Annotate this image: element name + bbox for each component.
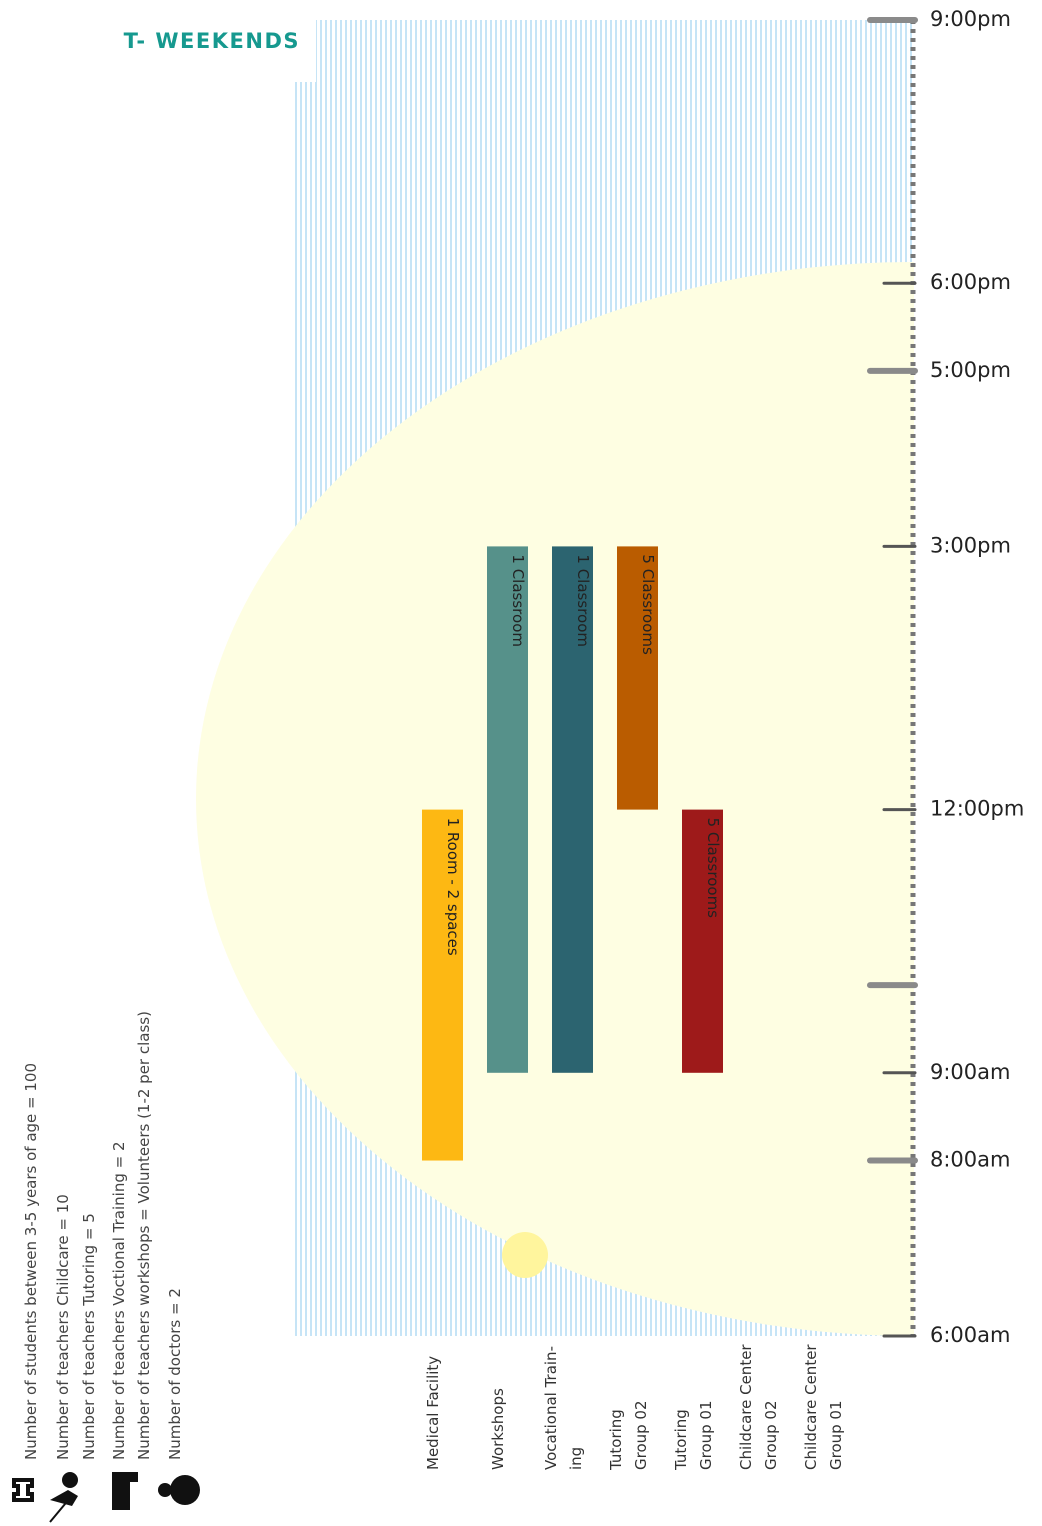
chart-title: T- WEEKENDS (124, 29, 300, 53)
title-box (0, 0, 316, 82)
y-tick-label: 8:00am (930, 1148, 1010, 1172)
x-tick-label-line: Group 02 (632, 1400, 650, 1470)
x-tick-label-line: Group 01 (697, 1400, 715, 1470)
legend-icons (12, 1472, 200, 1523)
bar (617, 546, 658, 810)
x-tick-label: Workshops (489, 1388, 507, 1470)
y-tick-label: 6:00am (930, 1323, 1010, 1347)
x-tick-label: Tutoring Group 01 (672, 1400, 715, 1471)
bar (682, 809, 723, 1073)
x-tick-label-line: Tutoring (672, 1409, 690, 1471)
note: Number of teachers Tutoring = 5 (80, 1213, 98, 1460)
x-tick-label-line: Group 01 (827, 1400, 845, 1470)
y-tick-label: 6:00pm (930, 270, 1011, 294)
bar-label: 1 Room - 2 spaces (444, 818, 462, 956)
x-tick-label-line: Childcare Center (802, 1344, 820, 1470)
y-tick-label: 9:00pm (930, 7, 1011, 31)
x-tick-label-line: Childcare Center (737, 1344, 755, 1470)
x-tick-label: Childcare Center Group 02 (737, 1344, 780, 1470)
note: Number of students between 3-5 years of … (22, 1063, 40, 1460)
bar-label: 5 Classrooms (704, 818, 722, 919)
note: Number of teachers Childcare = 10 (54, 1194, 72, 1460)
y-tick-label: 3:00pm (930, 533, 1011, 557)
sun (502, 1232, 548, 1278)
bar-label: 1 Classroom (509, 554, 527, 647)
x-tick-label: Vocational Train-ing (542, 1346, 585, 1470)
bar (487, 546, 528, 1073)
x-tick-label-line: ing (567, 1447, 585, 1470)
x-tick-label-line: Vocational Train- (542, 1346, 560, 1470)
y-tick-label: 9:00am (930, 1060, 1010, 1084)
note: Number of teachers workshops = Volunteer… (135, 1011, 153, 1460)
x-tick-label: Tutoring Group 02 (607, 1400, 650, 1471)
y-tick-label: 5:00pm (930, 358, 1011, 382)
x-tick-label-line: Group 02 (762, 1400, 780, 1470)
y-tick-label: 12:00pm (930, 797, 1024, 821)
note: Number of teachers Voctional Training = … (110, 1141, 128, 1460)
x-tick-label: Childcare Center Group 01 (802, 1344, 845, 1470)
bar (422, 809, 463, 1161)
bar-label: 5 Classrooms (639, 554, 657, 655)
bar (552, 546, 593, 1073)
x-tick-label: Medical Facility (424, 1356, 442, 1470)
bar-label: 1 Classroom (574, 554, 592, 647)
x-tick-label-line: Tutoring (607, 1409, 625, 1471)
note: Number of doctors = 2 (166, 1288, 184, 1460)
